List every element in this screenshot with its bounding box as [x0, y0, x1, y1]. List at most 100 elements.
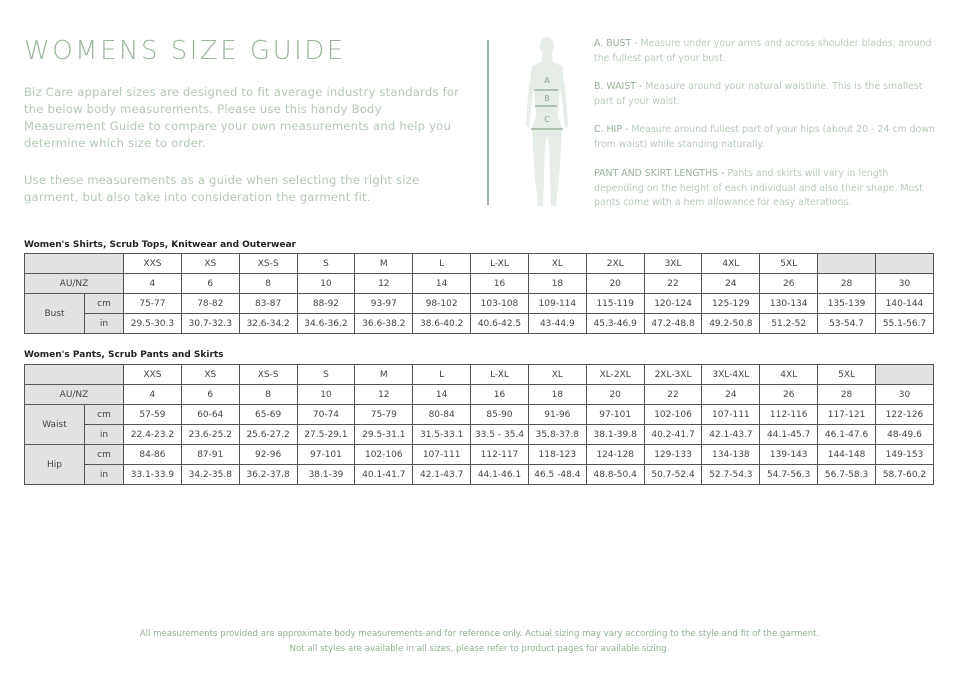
size-header-cell	[874, 364, 935, 385]
measurement-cell: 51.2-52	[759, 313, 819, 334]
measurement-cell: 44.1-45.7	[759, 424, 819, 445]
footer-disclaimer: All measurements provided are approximat…	[139, 629, 820, 639]
table-row: Waist cm 57-59 60-64 65-69 70-74 75-79 80-84 85-…	[24, 404, 935, 445]
measurement-cell: 44.1-46.1	[470, 464, 529, 485]
au-nz-cell: 12	[354, 384, 414, 405]
size-header-cell: M	[354, 253, 414, 274]
measurement-cell: 38.1-39.8	[585, 424, 645, 445]
measurement-cell: 134-138	[701, 444, 761, 465]
measurement-cell: 23.6-25.2	[180, 424, 240, 445]
au-nz-cell: 20	[585, 384, 645, 405]
measurement-cell: 30.7-32.3	[180, 313, 240, 334]
note-text: Measure under your arms and across shoul…	[594, 38, 932, 64]
measurement-cell: 58.7-60.2	[874, 464, 935, 485]
measurement-cell: 43-44.9	[527, 313, 587, 334]
note-heading: C. HIP -	[594, 124, 629, 135]
measurement-cell: 48.8-50.4	[585, 464, 645, 485]
au-nz-row: AU/NZ 4 6 8 10 12 14 16 18 20 22 24 26 28 30	[24, 384, 935, 405]
measurement-cell: 31.5-33.1	[412, 424, 472, 445]
measurement-cell: 129-133	[643, 444, 703, 465]
measurement-cell: 34.2-35.8	[180, 464, 240, 485]
measurement-cell: 46.5 -48.4	[527, 464, 587, 485]
note-lengths: PANT AND SKIRT LENGTHS - Pants and skirt…	[594, 167, 939, 211]
measurement-cell: 149-153	[874, 444, 935, 465]
au-nz-cell: 14	[412, 273, 472, 294]
header-corner-cell	[24, 364, 124, 385]
measurement-cell: 29.5-31.1	[354, 424, 414, 445]
size-header-cell: XL	[527, 253, 587, 274]
measurement-cell: 55.1-56.7	[874, 313, 935, 334]
size-header-cell: L-XL	[470, 364, 529, 385]
measurement-cell: 56.7-58.3	[817, 464, 876, 485]
au-nz-cell: 26	[759, 384, 819, 405]
au-nz-cell: 6	[180, 273, 240, 294]
measurement-cell: 34.6-36.2	[296, 313, 356, 334]
measurement-cell: 139-143	[759, 444, 819, 465]
measurement-cell: 107-111	[412, 444, 472, 465]
measurement-cell: 49.2-50.8	[701, 313, 761, 334]
measurement-cell: 35.8-37.8	[527, 424, 587, 445]
au-nz-cell: 6	[180, 384, 240, 405]
unit-label: in	[84, 313, 124, 334]
unit-label: cm	[84, 444, 124, 465]
au-nz-cell: 20	[585, 273, 645, 294]
note-text: Measure around your natural waistline. T…	[594, 81, 923, 107]
measurement-cell: 112-117	[470, 444, 529, 465]
table-row: in 29.5-30.3 30.7-32.3 32.6-34.2 34.6-36.2 36…	[25, 313, 935, 334]
size-header-cell	[874, 253, 935, 274]
au-nz-label: AU/NZ	[24, 384, 124, 405]
measure-label: Hip	[24, 444, 85, 485]
measurement-cell: 109-114	[527, 293, 587, 314]
unit-label: in	[84, 464, 124, 485]
intro-paragraph: Use these measurements as a guide when s…	[24, 173, 420, 204]
note-heading: B. WAIST -	[594, 81, 643, 92]
measurement-cell: 52.7-54.3	[701, 464, 761, 485]
measurement-cell: 70-74	[296, 404, 356, 425]
intro-paragraph: Biz Care apparel sizes are designed to f…	[24, 85, 460, 150]
size-header-cell: 5XL	[817, 364, 876, 385]
note-hip: C. HIP - Measure around fullest part of …	[594, 123, 939, 152]
measurement-cell: 40.2-41.7	[643, 424, 703, 445]
measurement-cell: 40.1-41.7	[354, 464, 414, 485]
au-nz-cell: 8	[238, 273, 298, 294]
measurement-cell: 46.1-47.6	[817, 424, 876, 445]
measurement-cell: 78-82	[180, 293, 240, 314]
size-header-cell: 2XL	[585, 253, 645, 274]
size-header-cell: 5XL	[759, 253, 819, 274]
table-row: in 33.1-33.9 34.2-35.8 36.2-37.8 38.1-39 40.1…	[25, 464, 935, 485]
measurement-cell: 103-108	[470, 293, 529, 314]
size-header-cell: XS	[180, 253, 240, 274]
header-corner-cell	[24, 253, 124, 274]
measure-label: Waist	[24, 404, 85, 445]
measurement-cell: 124-128	[585, 444, 645, 465]
measurement-cell: 144-148	[817, 444, 876, 465]
au-nz-cell: 24	[701, 273, 761, 294]
measurement-cell: 112-116	[759, 404, 819, 425]
measurement-cell: 48-49.6	[874, 424, 935, 445]
size-header-cell: L-XL	[470, 253, 529, 274]
size-header-cell: S	[296, 364, 356, 385]
unit-label: cm	[84, 293, 124, 314]
table-row: Hip cm 84-86 87-91 92-96 97-101 102-106 107-111…	[24, 444, 935, 485]
size-header-cell: L	[412, 364, 472, 385]
au-nz-cell: 4	[123, 273, 182, 294]
measurement-cell: 65-69	[238, 404, 298, 425]
size-header-cell: XL	[527, 364, 587, 385]
measurement-cell: 93-97	[354, 293, 414, 314]
measurement-cell: 42.1-43.7	[701, 424, 761, 445]
measurement-cell: 92-96	[238, 444, 298, 465]
measurement-cell: 88-92	[296, 293, 356, 314]
note-text: Pants and skirts will vary in length dep…	[594, 168, 923, 208]
size-header-cell: S	[296, 253, 356, 274]
measurement-cell: 135-139	[817, 293, 876, 314]
au-nz-cell: 8	[238, 384, 298, 405]
size-header-cell: XL-2XL	[585, 364, 645, 385]
note-heading: PANT AND SKIRT LENGTHS -	[594, 168, 725, 179]
measurement-cell: 42.1-43.7	[412, 464, 472, 485]
pants-size-table: XXS XS XS-S S M L L-XL XL XL-2XL 2XL-3XL 3XL-4XL 4X…	[24, 364, 935, 485]
note-heading: A. BUST -	[594, 38, 638, 49]
size-header-cell: XS-S	[238, 364, 298, 385]
footer-availability: Not all styles are available in all size…	[289, 644, 670, 654]
measurement-cell: 85-90	[470, 404, 529, 425]
au-nz-cell: 28	[817, 273, 876, 294]
